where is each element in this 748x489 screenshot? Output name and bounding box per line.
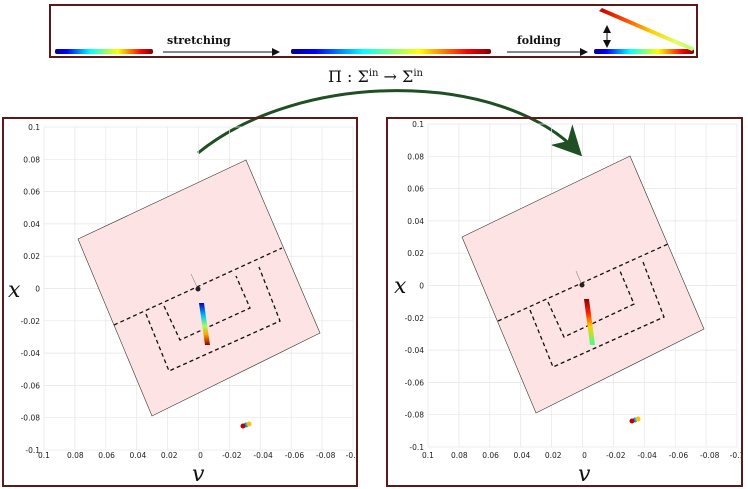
x-tick-label: 0.04 (130, 451, 147, 460)
y-axis-label: x (394, 274, 407, 299)
y-tick-label: -0.02 (21, 317, 41, 326)
y-tick-label: 0.1 (28, 123, 40, 132)
x-tick-label: 0.02 (545, 451, 562, 460)
x-tick-label: 0 (198, 451, 203, 460)
x-tick-label: -0.02 (222, 451, 242, 460)
y-tick-label: 0.02 (407, 249, 424, 258)
x-tick-label: 0.06 (482, 451, 499, 460)
y-tick-label: -0.1 (25, 446, 40, 455)
x-tick-label: -0.08 (700, 451, 720, 460)
x-tick-label: -0.08 (316, 451, 336, 460)
far-point-red (240, 423, 246, 429)
y-tick-label: 0.08 (407, 152, 424, 161)
stretched-strip (291, 49, 491, 54)
stretching-label: stretching (167, 34, 231, 47)
dashed-box-outer (145, 266, 281, 372)
y-tick-label: -0.08 (405, 411, 425, 420)
stretch-fold-schematic: stretching folding (55, 8, 695, 56)
x-tick-label: 0 (582, 451, 587, 460)
y-tick-label: 0.02 (23, 252, 40, 261)
y-tick-label: 0.08 (23, 155, 40, 164)
left-plot: 0.1 0.08 0.06 0.04 0.02 0 -0.02 -0.04 -0… (8, 123, 361, 487)
fixed-point (195, 286, 201, 292)
x-tick-label: -0.1 (730, 451, 741, 460)
x-tick-label: 0.08 (67, 451, 84, 460)
x-tick-label: 0.08 (451, 451, 468, 460)
y-tick-label: 0.06 (407, 185, 424, 194)
left-plot-panel: 0.1 0.08 0.06 0.04 0.02 0 -0.02 -0.04 -0… (2, 117, 361, 487)
x-tick-label: 0.1 (422, 451, 434, 460)
y-tick-label: 0.04 (407, 217, 424, 226)
right-plot-panel: 0.1 0.08 0.06 0.04 0.02 0 -0.02 -0.04 -0… (386, 117, 745, 487)
map-arrow-arc (197, 89, 583, 157)
x-tick-labels: 0.1 0.08 0.06 0.04 0.02 0 -0.02 -0.04 -0… (422, 451, 745, 460)
folded-strip-lower (594, 49, 694, 54)
thin-trajectory (190, 273, 199, 290)
x-tick-label: -0.1 (346, 451, 356, 460)
thin-trajectory (575, 270, 583, 286)
map-arc-layer: Π : Σin → Σin (197, 67, 583, 157)
y-tick-label: -0.02 (405, 314, 425, 323)
y-tick-label: 0 (419, 282, 424, 291)
y-tick-label: 0.04 (23, 220, 40, 229)
y-tick-label: -0.06 (21, 381, 41, 390)
far-point-yellow (635, 416, 641, 422)
y-tick-label: -0.08 (21, 414, 41, 423)
y-tick-label: 0 (35, 285, 40, 294)
y-tick-label: 0.06 (23, 188, 40, 197)
y-tick-label: -0.06 (405, 378, 425, 387)
x-tick-label: -0.06 (669, 451, 689, 460)
x-tick-label: 0.04 (514, 451, 531, 460)
x-tick-label: 0.1 (38, 451, 50, 460)
fixed-point (579, 282, 585, 288)
dashed-box-inner (547, 270, 635, 338)
stretch-fold-panel: stretching folding (49, 4, 698, 58)
y-axis-label: x (8, 278, 21, 303)
x-tick-label: -0.04 (253, 451, 273, 460)
dashed-boundary-line (497, 243, 669, 322)
y-tick-labels: 0.1 0.08 0.06 0.04 0.02 0 -0.02 -0.04 -0… (405, 120, 425, 452)
y-tick-labels: 0.1 0.08 0.06 0.04 0.02 0 -0.02 -0.04 -0… (21, 123, 41, 455)
x-tick-label: 0.02 (161, 451, 178, 460)
folding-label: folding (517, 34, 561, 47)
folded-strip-upper (599, 8, 695, 51)
x-axis-label: v (578, 462, 591, 485)
initial-strip (55, 49, 153, 54)
y-tick-label: -0.04 (405, 346, 425, 355)
x-axis-label: v (192, 462, 205, 485)
far-point-yellow (246, 421, 252, 427)
x-tick-label: -0.02 (606, 451, 626, 460)
x-tick-labels: 0.1 0.08 0.06 0.04 0.02 0 -0.02 -0.04 -0… (38, 451, 361, 460)
dashed-box-outer (529, 261, 665, 368)
x-tick-label: -0.06 (285, 451, 305, 460)
far-point-red (629, 418, 635, 424)
x-tick-label: 0.06 (98, 451, 115, 460)
colored-strip (584, 299, 595, 345)
right-plot: 0.1 0.08 0.06 0.04 0.02 0 -0.02 -0.04 -0… (394, 120, 745, 487)
y-tick-label: -0.1 (409, 443, 424, 452)
poincare-map-label: Π : Σin → Σin (328, 67, 424, 86)
x-tick-label: -0.04 (637, 451, 657, 460)
colored-strip (199, 303, 210, 345)
y-tick-label: -0.04 (21, 349, 41, 358)
y-tick-label: 0.1 (412, 120, 424, 129)
